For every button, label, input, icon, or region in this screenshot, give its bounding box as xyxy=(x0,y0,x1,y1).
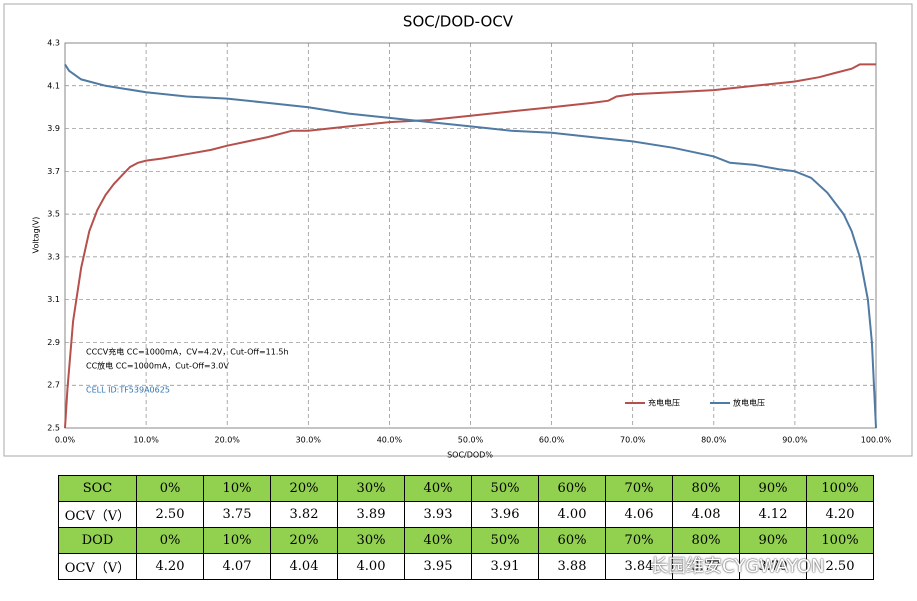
table-cell: 3.89 xyxy=(337,501,405,528)
table-cell: 10% xyxy=(203,475,271,502)
annotation: CCCV充电 CC=1000mA，CV=4.2V，Cut-Off=11.5h xyxy=(86,347,289,357)
x-tick-label: 0.0% xyxy=(55,436,76,445)
table-cell: 80% xyxy=(672,475,740,502)
x-tick-label: 80.0% xyxy=(701,436,727,445)
table-row: OCV（V） 2.50 3.75 3.82 3.89 3.93 3.96 4.00 4.06 4.… xyxy=(58,501,874,528)
table-cell: 4.20 xyxy=(806,501,874,528)
x-tick-label: 90.0% xyxy=(782,436,808,445)
x-axis-label: SOC/DOD% xyxy=(447,451,493,460)
y-tick-label: 4.3 xyxy=(47,39,60,48)
watermark: 长园维安CYGWAYON xyxy=(650,556,825,577)
table-cell: 3.75 xyxy=(203,501,271,528)
data-table: SOC 0% 10% 20% 30% 40% 50% 60% 70% 80% 90% 100% OCV（… xyxy=(58,475,874,580)
table-cell: 100% xyxy=(806,475,874,502)
table-cell: 4.08 xyxy=(672,501,740,528)
chart-title: SOC/DOD-OCV xyxy=(403,13,514,31)
table-cell: 3.77 xyxy=(672,553,740,580)
x-tick-label: 100.0% xyxy=(861,436,892,445)
table-cell: 2.50 xyxy=(136,501,204,528)
table-cell: 3.91 xyxy=(471,553,539,580)
y-tick-label: 2.9 xyxy=(47,338,60,347)
table-cell: 90% xyxy=(739,475,807,502)
table-cell: 70% xyxy=(605,527,673,554)
table-cell: 3.93 xyxy=(404,501,472,528)
table-row: OCV（V） 4.20 4.07 4.04 4.00 3.95 3.91 3.88 3.84 3.… xyxy=(58,553,874,580)
y-tick-label: 3.1 xyxy=(47,295,60,304)
annotation: CC放电 CC=1000mA，Cut-Off=3.0V xyxy=(86,361,229,371)
table-cell: 3.95 xyxy=(404,553,472,580)
table-cell: 40% xyxy=(404,475,472,502)
table-cell: 70% xyxy=(605,475,673,502)
table-cell: 30% xyxy=(337,475,405,502)
table-cell: 4.04 xyxy=(270,553,338,580)
annotation: CELL ID:TF539A0625 xyxy=(86,386,170,395)
legend-label: 放电电压 xyxy=(733,398,765,408)
table-cell: DOD xyxy=(58,527,137,554)
x-tick-label: 10.0% xyxy=(133,436,159,445)
table-cell: 4.07 xyxy=(203,553,271,580)
table-cell: 4.12 xyxy=(739,501,807,528)
line xyxy=(64,63,876,429)
table-cell: 4.06 xyxy=(605,501,673,528)
table-cell: 20% xyxy=(270,475,338,502)
table-row: DOD 0% 10% 20% 30% 40% 50% 60% 70% 80% 90% 100% xyxy=(58,527,874,554)
table-cell: 30% xyxy=(337,527,405,554)
table-cell: 0% xyxy=(136,527,204,554)
table-cell: SOC xyxy=(58,475,137,502)
table-cell: 80% xyxy=(672,527,740,554)
table-row: SOC 0% 10% 20% 30% 40% 50% 60% 70% 80% 90% 100% xyxy=(58,475,874,502)
x-tick-label: 60.0% xyxy=(539,436,565,445)
table-cell: 100% xyxy=(806,527,874,554)
table-cell: 3.96 xyxy=(471,501,539,528)
y-tick-label: 3.3 xyxy=(47,252,60,261)
x-tick-label: 20.0% xyxy=(214,436,240,445)
y-tick-label: 3.9 xyxy=(47,124,60,133)
table-cell: OCV（V） xyxy=(58,553,137,580)
table-cell: 10% xyxy=(203,527,271,554)
table-cell: 50% xyxy=(471,475,539,502)
table-cell: 50% xyxy=(471,527,539,554)
y-tick-label: 2.7 xyxy=(47,381,60,390)
x-tick-label: 50.0% xyxy=(458,436,484,445)
table-cell: 0% xyxy=(136,475,204,502)
table-cell: 60% xyxy=(538,475,606,502)
table-cell: 60% xyxy=(538,527,606,554)
table-cell: 20% xyxy=(270,527,338,554)
table-cell: 3.82 xyxy=(270,501,338,528)
y-tick-label: 4.1 xyxy=(47,81,60,90)
table-cell: 3.88 xyxy=(538,553,606,580)
y-tick-label: 2.5 xyxy=(47,424,60,433)
y-tick-label: 3.7 xyxy=(47,167,60,176)
table-cell: 3.84 xyxy=(605,553,673,580)
table-cell: 4.20 xyxy=(136,553,204,580)
y-tick-label: 3.5 xyxy=(47,210,60,219)
x-tick-label: 70.0% xyxy=(620,436,646,445)
legend-label: 充电电压 xyxy=(648,398,680,408)
table-cell: 4.00 xyxy=(538,501,606,528)
table-cell: OCV（V） xyxy=(58,501,137,528)
table-cell: 90% xyxy=(739,527,807,554)
y-axis-label: Voltag(V) xyxy=(32,217,41,254)
table-cell: 4.00 xyxy=(337,553,405,580)
table-cell: 40% xyxy=(404,527,472,554)
table-cell: 3.70 xyxy=(739,553,807,580)
line xyxy=(64,63,877,429)
x-tick-label: 30.0% xyxy=(296,436,322,445)
table-cell: 2.50 xyxy=(806,553,874,580)
x-tick-label: 40.0% xyxy=(377,436,403,445)
